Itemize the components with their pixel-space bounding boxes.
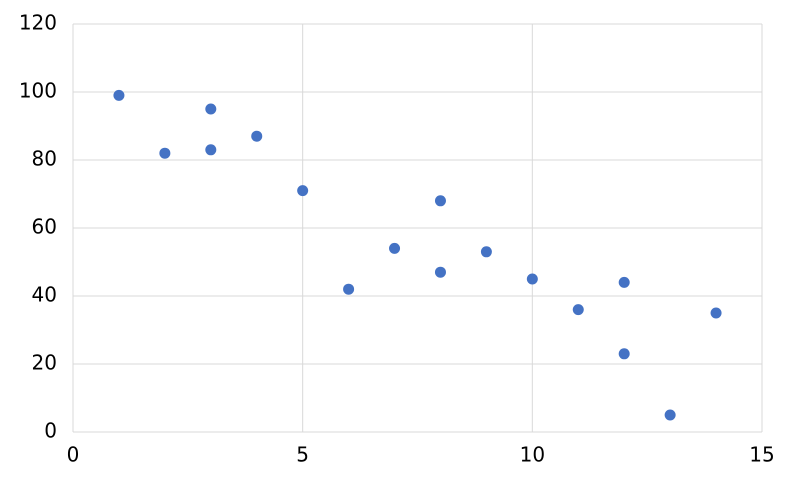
y-tick-label: 20 <box>32 351 57 375</box>
y-tick-label: 80 <box>32 147 57 171</box>
y-tick-label: 120 <box>19 11 57 35</box>
point <box>710 307 722 319</box>
y-tick-label: 60 <box>32 215 57 239</box>
point <box>526 273 538 285</box>
point <box>572 304 584 316</box>
point <box>205 144 217 156</box>
point <box>389 242 401 254</box>
point <box>343 283 355 295</box>
point <box>480 246 492 258</box>
point <box>618 276 630 288</box>
point <box>251 130 263 142</box>
x-tick-label: 15 <box>749 443 774 467</box>
point <box>205 103 217 115</box>
x-tick-label: 10 <box>520 443 545 467</box>
y-tick-label: 40 <box>32 283 57 307</box>
x-tick-label: 0 <box>67 443 80 467</box>
x-tick-label: 5 <box>296 443 309 467</box>
point <box>664 409 676 421</box>
point <box>113 89 125 101</box>
y-tick-label: 0 <box>44 419 57 443</box>
point <box>159 147 171 159</box>
point <box>434 266 446 278</box>
point <box>434 195 446 207</box>
point <box>618 348 630 360</box>
y-tick-label: 100 <box>19 79 57 103</box>
point <box>297 185 309 197</box>
